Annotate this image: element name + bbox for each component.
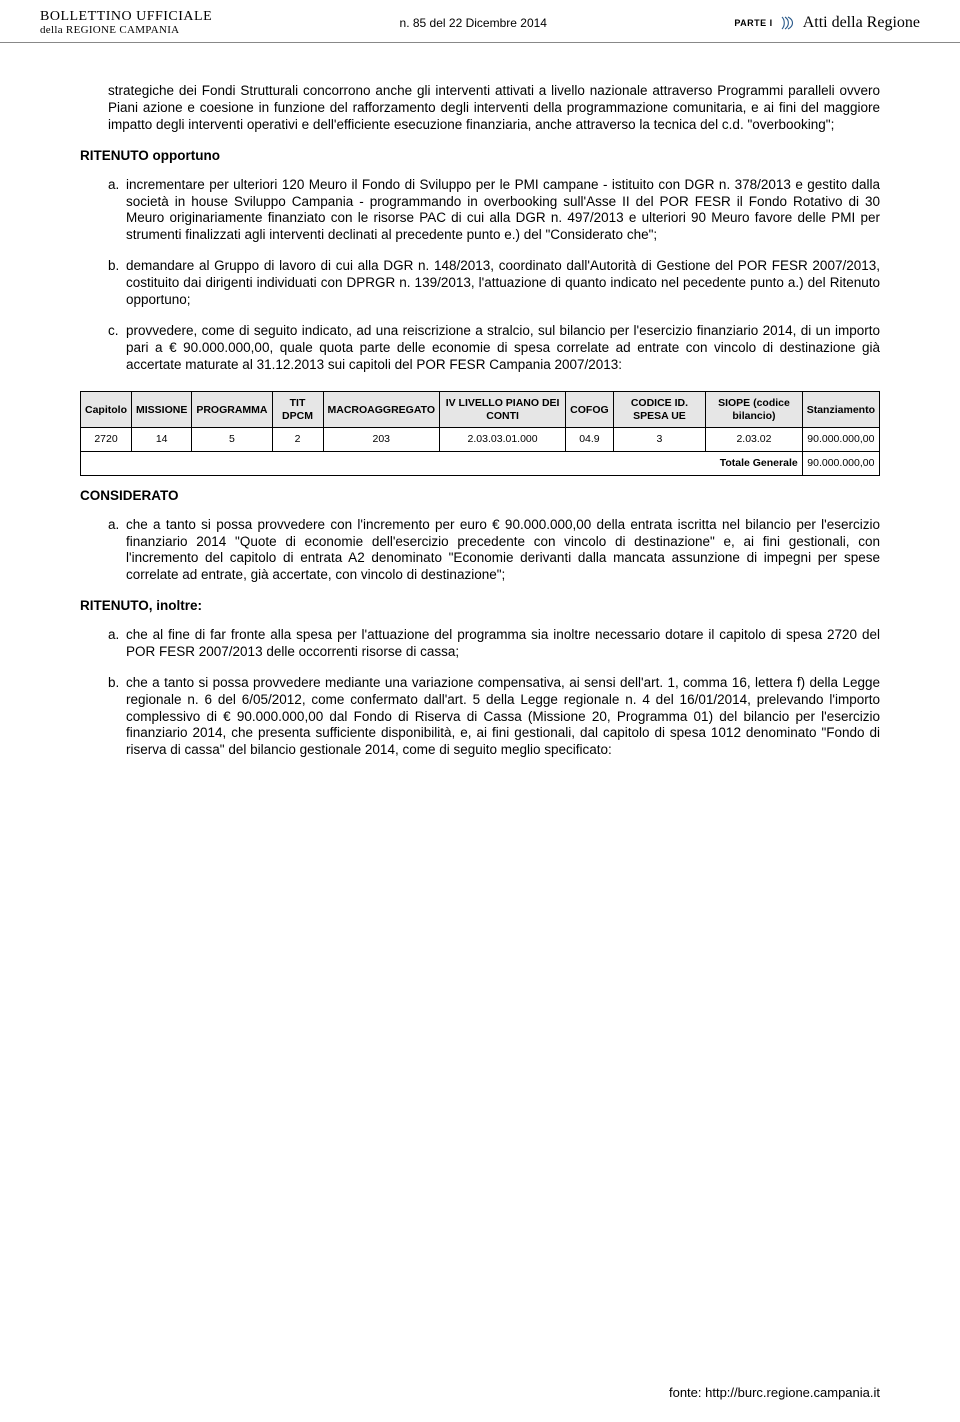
list-text: incrementare per ulteriori 120 Meuro il …: [126, 177, 880, 243]
total-label: Totale Generale: [81, 451, 803, 475]
list-marker: a.: [108, 517, 119, 534]
list-text: demandare al Gruppo di lavoro di cui all…: [126, 258, 880, 307]
list-item: b. che a tanto si possa provvedere media…: [108, 675, 880, 759]
list-item: c. provvedere, come di seguito indicato,…: [108, 323, 880, 374]
parte-label: PARTE I: [734, 18, 772, 28]
cell-programma: 5: [192, 427, 272, 451]
list-item: a. che al fine di far fronte alla spesa …: [108, 627, 880, 661]
table-total-row: Totale Generale 90.000.000,00: [81, 451, 880, 475]
page-header: BOLLETTINO UFFICIALE della REGIONE CAMPA…: [0, 0, 960, 43]
masthead: BOLLETTINO UFFICIALE della REGIONE CAMPA…: [40, 10, 212, 36]
atti-label: Atti della Regione: [803, 14, 920, 32]
col-missione: MISSIONE: [132, 392, 192, 427]
ritenuto-opportuno-list: a. incrementare per ulteriori 120 Meuro …: [80, 177, 880, 374]
issue-number: n. 85 del 22 Dicembre 2014: [400, 10, 547, 30]
list-marker: c.: [108, 323, 119, 340]
considerato-list: a. che a tanto si possa provvedere con l…: [80, 517, 880, 585]
cell-capitolo: 2720: [81, 427, 132, 451]
list-item: b. demandare al Gruppo di lavoro di cui …: [108, 258, 880, 309]
table-header-row: Capitolo MISSIONE PROGRAMMA TIT DPCM MAC…: [81, 392, 880, 427]
table-row: 2720 14 5 2 203 2.03.03.01.000 04.9 3 2.…: [81, 427, 880, 451]
ritenuto-inoltre-list: a. che al fine di far fronte alla spesa …: [80, 627, 880, 759]
list-text: che al fine di far fronte alla spesa per…: [126, 627, 880, 659]
section-ritenuto-inoltre: RITENUTO, inoltre:: [80, 598, 880, 615]
masthead-line2: della REGIONE CAMPANIA: [40, 25, 212, 37]
cell-siope: 2.03.02: [706, 427, 803, 451]
total-value: 90.000.000,00: [802, 451, 879, 475]
col-codice-id: CODICE ID. SPESA UE: [613, 392, 706, 427]
cell-iv-livello: 2.03.03.01.000: [440, 427, 566, 451]
cell-cofog: 04.9: [566, 427, 614, 451]
list-text: che a tanto si possa provvedere con l'in…: [126, 517, 880, 583]
header-right: PARTE I Atti della Regione: [734, 10, 920, 32]
section-ritenuto-opportuno: RITENUTO opportuno: [80, 148, 880, 165]
list-marker: b.: [108, 675, 119, 692]
cell-codice-id: 3: [613, 427, 706, 451]
list-marker: a.: [108, 177, 119, 194]
col-cofog: COFOG: [566, 392, 614, 427]
col-stanziamento: Stanziamento: [802, 392, 879, 427]
masthead-line1: BOLLETTINO UFFICIALE: [40, 10, 212, 25]
footer-source: fonte: http://burc.regione.campania.it: [669, 1385, 880, 1400]
list-marker: a.: [108, 627, 119, 644]
col-iv-livello: IV LIVELLO PIANO DEI CONTI: [440, 392, 566, 427]
list-text: che a tanto si possa provvedere mediante…: [126, 675, 880, 758]
region-logo-icon: [779, 14, 797, 32]
cell-tit-dpcm: 2: [272, 427, 323, 451]
col-programma: PROGRAMMA: [192, 392, 272, 427]
list-item: a. incrementare per ulteriori 120 Meuro …: [108, 177, 880, 245]
page-content: strategiche dei Fondi Strutturali concor…: [0, 43, 960, 759]
col-capitolo: Capitolo: [81, 392, 132, 427]
cell-stanziamento: 90.000.000,00: [802, 427, 879, 451]
col-tit-dpcm: TIT DPCM: [272, 392, 323, 427]
list-item: a. che a tanto si possa provvedere con l…: [108, 517, 880, 585]
list-text: provvedere, come di seguito indicato, ad…: [126, 323, 880, 372]
finance-table: Capitolo MISSIONE PROGRAMMA TIT DPCM MAC…: [80, 391, 880, 475]
intro-paragraph: strategiche dei Fondi Strutturali concor…: [108, 83, 880, 134]
col-siope: SIOPE (codice bilancio): [706, 392, 803, 427]
section-considerato: CONSIDERATO: [80, 488, 880, 505]
list-marker: b.: [108, 258, 119, 275]
cell-macroaggregato: 203: [323, 427, 440, 451]
cell-missione: 14: [132, 427, 192, 451]
col-macroaggregato: MACROAGGREGATO: [323, 392, 440, 427]
